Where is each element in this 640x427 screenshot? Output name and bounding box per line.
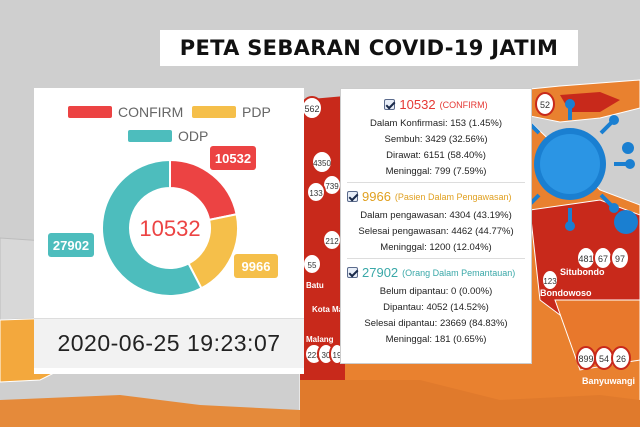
marker-label: 739 <box>325 182 339 191</box>
legend-label: CONFIRM <box>118 104 184 120</box>
info-row: Dalam pengawasan: 4304 (43.19%) <box>360 210 512 221</box>
map-marker[interactable]: 899 <box>576 346 596 370</box>
map-marker[interactable]: 67 <box>593 246 613 270</box>
place-label-kota-malang: Kota Malang <box>312 305 360 314</box>
info-row: Selesai dipantau: 23669 (84.83%) <box>364 318 508 329</box>
info-card: 10532 (CONFIRM) Dalam Konfirmasi: 153 (1… <box>340 88 532 364</box>
confirm-section: 10532 (CONFIRM) Dalam Konfirmasi: 153 (1… <box>347 97 525 177</box>
place-label-batu: Batu <box>306 281 324 290</box>
data-label-pdp: 9966 <box>242 259 271 274</box>
confirm-label: (CONFIRM) <box>439 99 488 110</box>
slice-odp[interactable] <box>101 158 203 297</box>
marker-label: 899 <box>578 354 593 364</box>
legend-odp[interactable]: ODP <box>128 128 208 144</box>
info-row: Selesai pengawasan: 4462 (44.77%) <box>358 226 514 237</box>
legend-pdp[interactable]: PDP <box>192 104 271 120</box>
marker-label: 97 <box>615 254 625 264</box>
legend-label: ODP <box>178 128 209 144</box>
info-row: Belum dipantau: 0 (0.00%) <box>379 286 493 297</box>
info-row: Dalam Konfirmasi: 153 (1.45%) <box>370 118 502 129</box>
madura-red-region <box>560 92 620 112</box>
datetime-box: 2020-06-25 19:23:07 <box>34 318 304 368</box>
map-marker[interactable]: 54 <box>594 346 614 370</box>
map-marker[interactable]: 4350 <box>311 150 333 174</box>
map-marker[interactable]: 133 <box>306 181 326 203</box>
datetime-text: 2020-06-25 19:23:07 <box>57 330 281 356</box>
info-row: Sembuh: 3429 (32.56%) <box>384 134 488 145</box>
map-marker[interactable]: 123 <box>541 269 559 291</box>
legend-swatch-pdp <box>192 106 236 118</box>
pdp-section: 9966 (Pasien Dalam Pengawasan) Dalam pen… <box>347 189 525 253</box>
data-label-confirm: 10532 <box>215 151 251 166</box>
legend-swatch-odp <box>128 130 172 142</box>
info-row: Meninggal: 1200 (12.04%) <box>380 242 492 253</box>
divider <box>347 258 525 259</box>
info-row: Meninggal: 181 (0.65%) <box>385 334 487 345</box>
south-region <box>300 380 640 427</box>
page-title-bar: PETA SEBARAN COVID-19 JATIM <box>160 30 578 66</box>
map-marker[interactable]: 97 <box>610 246 630 270</box>
legend-label: PDP <box>242 104 271 120</box>
pdp-checkbox[interactable] <box>347 191 358 202</box>
data-label-pdp-box <box>234 254 278 278</box>
odp-value: 27902 <box>362 265 399 280</box>
map-marker[interactable]: 55 <box>302 253 322 275</box>
odp-section: 27902 (Orang Dalam Pemantauan) Belum dip… <box>347 265 525 345</box>
map-marker[interactable]: 562 <box>301 96 323 120</box>
map-marker[interactable]: 52 <box>535 92 555 116</box>
map-marker[interactable]: 481 <box>576 246 596 270</box>
map-marker[interactable]: 212 <box>322 229 342 251</box>
pdp-value: 9966 <box>362 189 391 204</box>
page-title: PETA SEBARAN COVID-19 JATIM <box>179 36 559 60</box>
marker-label: 123 <box>543 277 557 286</box>
confirm-value: 10532 <box>399 97 436 112</box>
marker-label: 19 <box>333 351 342 360</box>
virus-illustration-icon <box>505 99 638 234</box>
donut-chart: 10532 10532 9966 27902 <box>48 146 278 297</box>
place-label-malang: Malang <box>306 335 334 344</box>
data-label-confirm-box <box>210 146 256 170</box>
marker-label: 562 <box>304 104 319 114</box>
place-label-banyuwangi: Banyuwangi <box>582 376 635 386</box>
marker-label: 26 <box>616 354 626 364</box>
marker-label: 67 <box>598 254 608 264</box>
confirm-checkbox[interactable] <box>384 99 396 110</box>
marker-label: 55 <box>308 261 317 270</box>
marker-label: 212 <box>325 237 339 246</box>
south-west-region <box>0 395 300 427</box>
marker-label: 133 <box>309 189 323 198</box>
map-marker[interactable]: 26 <box>611 346 631 370</box>
info-row: Dirawat: 6151 (58.40%) <box>386 150 486 161</box>
marker-label: 52 <box>540 100 550 110</box>
marker-label: 481 <box>578 254 593 264</box>
marker-label: 54 <box>599 354 609 364</box>
marker-label: 30 <box>322 351 331 360</box>
data-label-odp: 27902 <box>53 238 89 253</box>
info-row: Dipantau: 4052 (14.52%) <box>383 302 489 313</box>
divider <box>347 182 525 183</box>
legend-confirm[interactable]: CONFIRM <box>68 104 183 120</box>
place-label-situbondo: Situbondo <box>560 267 605 277</box>
odp-label: (Orang Dalam Pemantauan) <box>402 267 516 278</box>
marker-label: 4350 <box>313 159 331 168</box>
odp-checkbox[interactable] <box>347 267 358 278</box>
donut-center-label: 10532 <box>139 216 200 241</box>
place-label-bondowoso: Bondowoso <box>540 288 592 298</box>
legend-swatch-confirm <box>68 106 112 118</box>
data-label-odp-box <box>48 233 94 257</box>
marker-label: 223 <box>307 351 321 360</box>
pdp-label: (Pasien Dalam Pengawasan) <box>394 191 512 202</box>
info-row: Meninggal: 799 (7.59%) <box>385 166 487 177</box>
